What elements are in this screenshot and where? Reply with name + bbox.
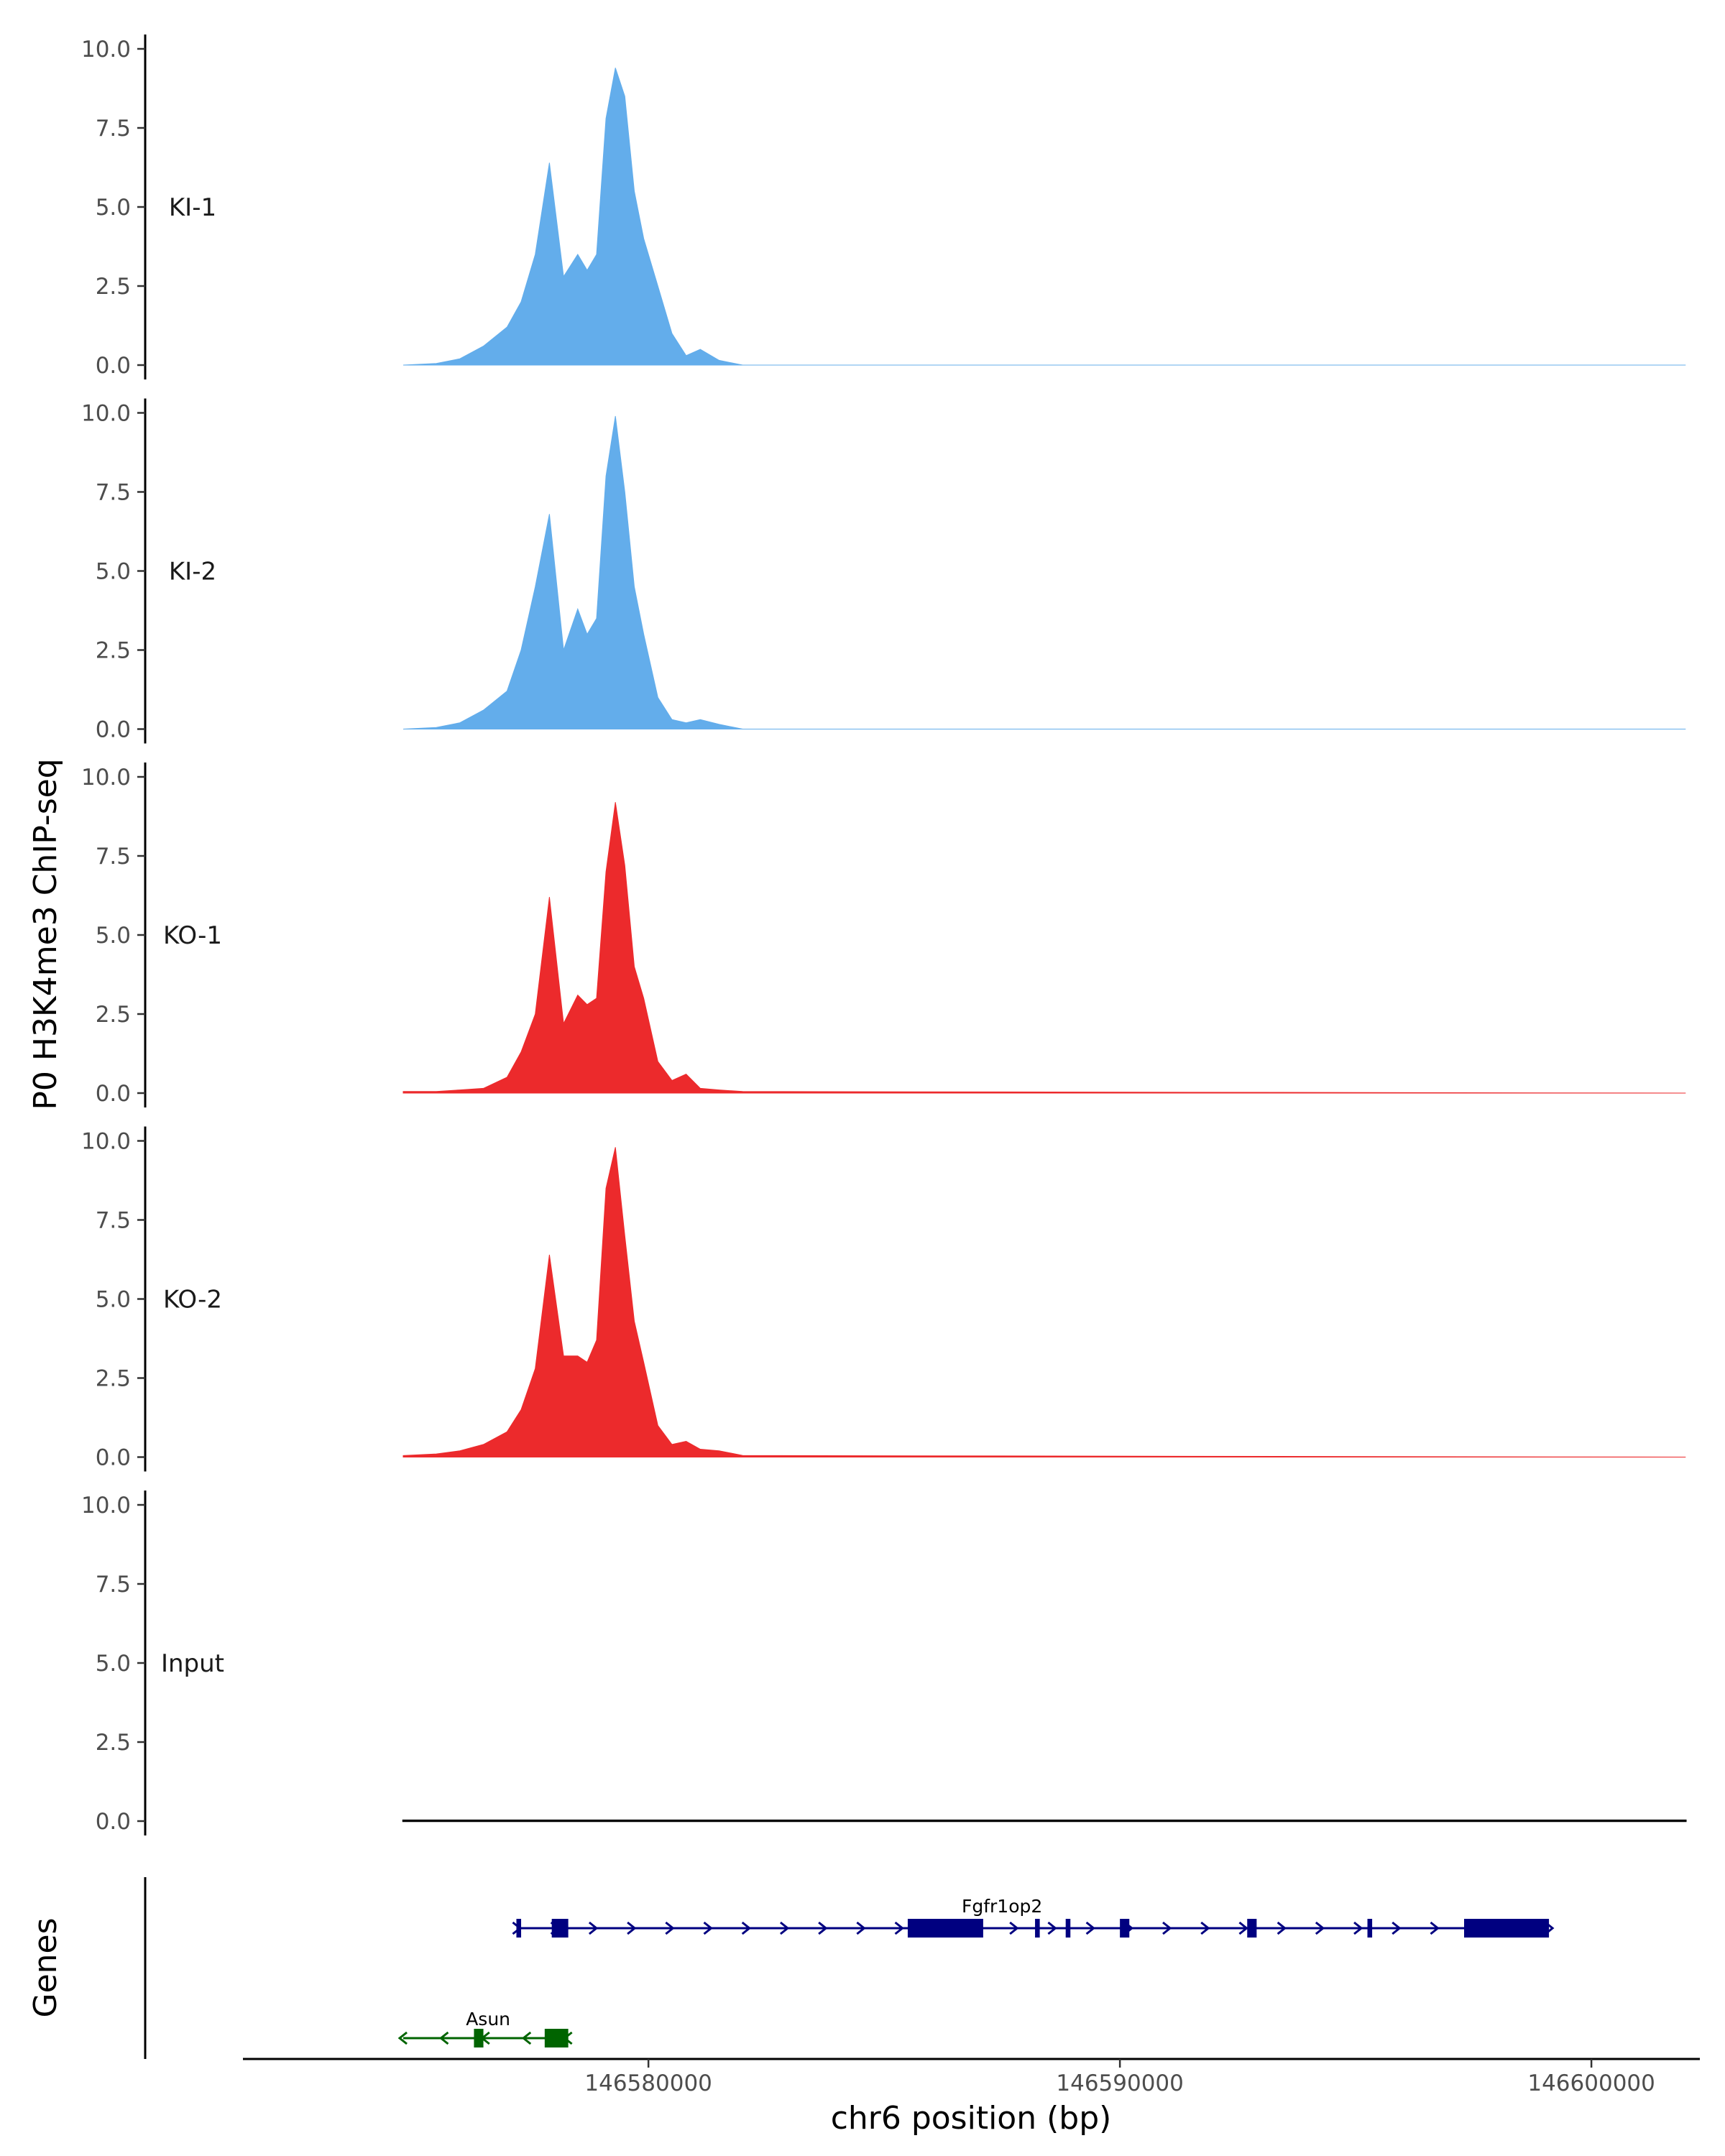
y-tick-label: 0.0 bbox=[96, 1445, 131, 1471]
y-tick-label: 10.0 bbox=[81, 1129, 131, 1155]
signal-area-ki-2 bbox=[402, 415, 1686, 729]
panel-ko-2: 0.0 2.5 5.0 7.5 10.0 KO-2 bbox=[81, 1126, 1686, 1472]
track-label-ki-2: KI-2 bbox=[169, 558, 216, 586]
x-tick-label: 146580000 bbox=[584, 2070, 712, 2096]
y-tick-label: 7.5 bbox=[96, 1208, 131, 1234]
strand-arrow bbox=[741, 1921, 752, 1935]
signal-panels: 0.0 2.5 5.0 7.5 10.0 KI-1 0.0 2.5 5.0 7.5 10.0 KI-2… bbox=[81, 34, 1687, 1835]
y-tick-label: 5.0 bbox=[96, 195, 131, 221]
x-axis: 146580000 146590000 146600000 bbox=[584, 2059, 1655, 2096]
y-tick-label: 0.0 bbox=[96, 1809, 131, 1835]
strand-arrow bbox=[779, 1921, 790, 1935]
y-tick-label: 7.5 bbox=[96, 1572, 131, 1598]
track-label-ko-1: KO-1 bbox=[163, 921, 222, 950]
signal-area-ko-2 bbox=[402, 1147, 1686, 1457]
strand-arrow bbox=[1430, 1921, 1440, 1935]
strand-arrow bbox=[1162, 1921, 1172, 1935]
exon-block bbox=[1367, 1919, 1373, 1938]
strand-arrow bbox=[818, 1921, 828, 1935]
exon-block bbox=[1247, 1919, 1257, 1938]
panel-ki-2: 0.0 2.5 5.0 7.5 10.0 KI-2 bbox=[81, 398, 1686, 744]
y-tick-label: 2.5 bbox=[96, 638, 131, 664]
y-tick-label: 2.5 bbox=[96, 274, 131, 300]
strand-arrow bbox=[1276, 1921, 1287, 1935]
exon-block bbox=[1464, 1919, 1550, 1938]
strand-arrow bbox=[1353, 1921, 1363, 1935]
panel-ki-1: 0.0 2.5 5.0 7.5 10.0 KI-1 bbox=[81, 34, 1686, 379]
strand-arrow bbox=[439, 2031, 449, 2045]
y-tick-label: 0.0 bbox=[96, 1081, 131, 1107]
y-tick-label: 0.0 bbox=[96, 717, 131, 743]
strand-arrow bbox=[588, 1921, 599, 1935]
signal-area-ko-1 bbox=[402, 802, 1686, 1094]
exon-block bbox=[551, 1919, 569, 1938]
strand-arrow bbox=[1238, 1921, 1248, 1935]
strand-arrow bbox=[1009, 1921, 1019, 1935]
gene-fgfr1op2: Fgfr1op2 bbox=[512, 1896, 1555, 1938]
exon-block bbox=[1065, 1919, 1071, 1938]
y-axis-title: P0 H3K4me3 ChIP-seq bbox=[27, 758, 64, 1110]
y-tick-label: 5.0 bbox=[96, 923, 131, 949]
y-tick-label: 7.5 bbox=[96, 480, 131, 506]
strand-arrow bbox=[521, 2031, 532, 2045]
exon-block bbox=[907, 1919, 983, 1938]
y-tick-label: 2.5 bbox=[96, 1366, 131, 1392]
y-tick-label: 10.0 bbox=[81, 37, 131, 63]
y-tick-label: 5.0 bbox=[96, 1287, 131, 1313]
signal-line-input bbox=[402, 1819, 1687, 1823]
strand-arrow bbox=[1047, 1921, 1057, 1935]
y-tick-label: 7.5 bbox=[96, 844, 131, 870]
y-tick-label: 0.0 bbox=[96, 353, 131, 379]
gene-track: Fgfr1op2 Asun bbox=[397, 1896, 1555, 2047]
track-label-ko-2: KO-2 bbox=[163, 1286, 222, 1314]
exon-block bbox=[516, 1919, 522, 1938]
strand-arrow bbox=[856, 1921, 866, 1935]
x-tick-label: 146600000 bbox=[1527, 2070, 1655, 2096]
genes-title: Genes bbox=[27, 1917, 64, 2017]
signal-area-ki-1 bbox=[402, 68, 1686, 366]
strand-arrow bbox=[397, 2031, 408, 2045]
strand-arrow bbox=[894, 1921, 904, 1935]
y-tick-label: 10.0 bbox=[81, 401, 131, 427]
panel-ko-1: 0.0 2.5 5.0 7.5 10.0 KO-1 bbox=[81, 763, 1686, 1107]
strand-arrow bbox=[1085, 1921, 1095, 1935]
strand-arrow bbox=[627, 1921, 637, 1935]
y-tick-label: 7.5 bbox=[96, 116, 131, 142]
x-axis-title: chr6 position (bp) bbox=[831, 2100, 1112, 2137]
exon-block bbox=[1035, 1919, 1040, 1938]
gene-label-fgfr1op2: Fgfr1op2 bbox=[962, 1896, 1042, 1917]
y-tick-label: 10.0 bbox=[81, 765, 131, 791]
exon-block bbox=[1120, 1919, 1130, 1938]
y-tick-label: 2.5 bbox=[96, 1002, 131, 1028]
exon-block bbox=[474, 2029, 484, 2047]
y-tick-label: 2.5 bbox=[96, 1730, 131, 1756]
y-tick-label: 5.0 bbox=[96, 1651, 131, 1677]
y-tick-label: 10.0 bbox=[81, 1493, 131, 1519]
track-label-input: Input bbox=[161, 1649, 224, 1678]
track-label-ki-1: KI-1 bbox=[169, 193, 216, 222]
strand-arrow bbox=[703, 1921, 713, 1935]
strand-arrow bbox=[665, 1921, 675, 1935]
x-tick-label: 146590000 bbox=[1056, 2070, 1184, 2096]
gene-asun: Asun bbox=[397, 2009, 573, 2047]
strand-arrow bbox=[1392, 1921, 1402, 1935]
exon-block bbox=[544, 2029, 569, 2047]
strand-arrow bbox=[1200, 1921, 1210, 1935]
y-tick-label: 5.0 bbox=[96, 559, 131, 585]
strand-arrow bbox=[1315, 1921, 1325, 1935]
panel-input: 0.0 2.5 5.0 7.5 10.0 Input bbox=[81, 1491, 1687, 1835]
gene-label-asun: Asun bbox=[466, 2009, 510, 2030]
